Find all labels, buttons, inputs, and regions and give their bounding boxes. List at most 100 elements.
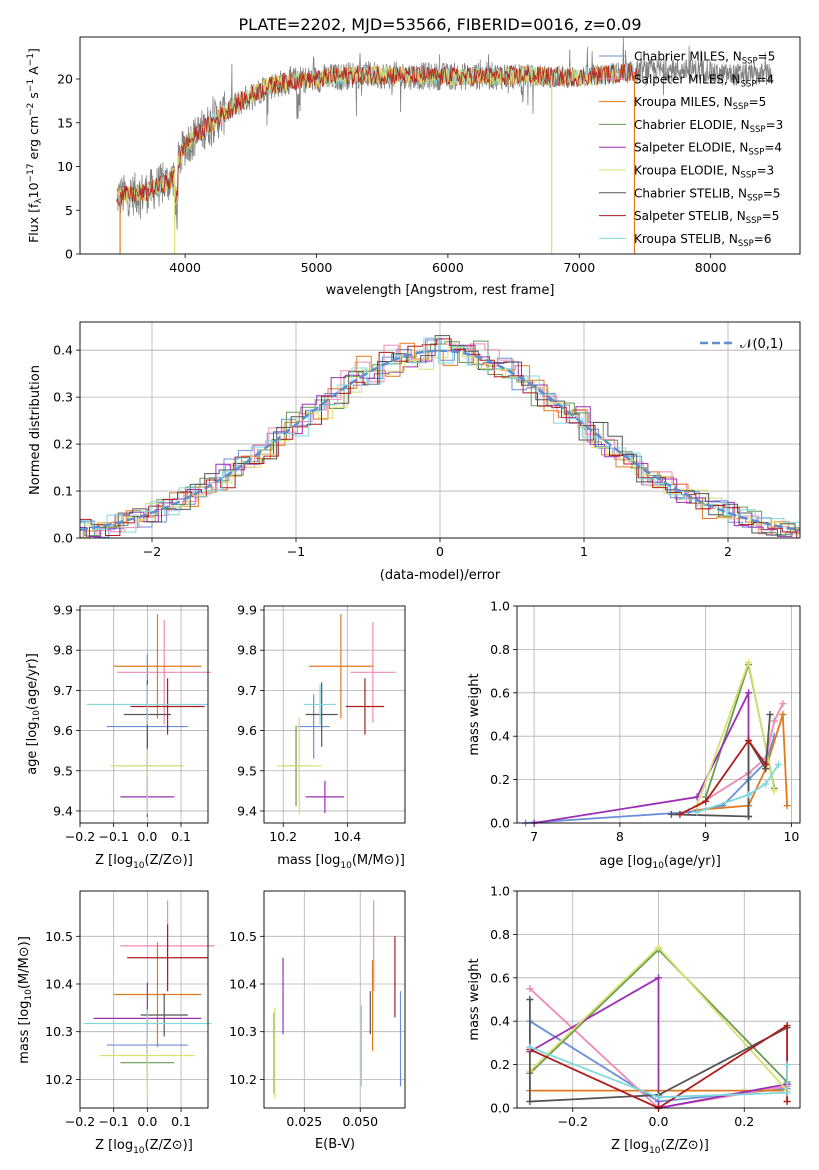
spectrum-lines: [116, 37, 772, 254]
mass-weight-marker: [783, 1089, 791, 1097]
x-tick-label: −1: [287, 544, 305, 559]
age_vs_Z-points: [86, 614, 212, 817]
y-tick-label: 10: [57, 159, 73, 174]
legend-label: Chabrier MILES, NSSP=5: [634, 50, 775, 67]
x-tick-label: −0.1: [99, 1114, 129, 1129]
residuals-axes: −2 −1 0 1 2 0.0 0.1 0.2 0.3 0.4: [53, 322, 800, 559]
x-axis-label: wavelength [Angstrom, rest frame]: [326, 283, 555, 298]
y-tick-label: 9.8: [237, 643, 257, 658]
mass-weight-marker: [745, 737, 753, 745]
x-tick-label: 10.4: [333, 829, 361, 844]
residual-histogram: [80, 338, 800, 538]
mass-weight-marker: [783, 802, 791, 810]
y-tick-label: 0.0: [490, 816, 510, 831]
mass-weight-marker: [770, 717, 778, 725]
x-tick-label: 7000: [563, 260, 595, 275]
y-axis-label: Normed distribution: [28, 365, 43, 495]
age_vs_Z-axes: −0.2 −0.1 0.0 0.1 9.4 9.5 9.6 9.7 9.8 9.9: [53, 603, 208, 844]
y-tick-label: 10.3: [229, 1024, 257, 1039]
x-tick-label: 0.050: [342, 1114, 378, 1129]
spectrum-model-1: [116, 62, 639, 206]
mass-weight-line: [696, 763, 780, 813]
x-tick-label: 2: [724, 544, 732, 559]
y-tick-label: 10.2: [45, 1072, 73, 1087]
x-axis-label: Z [log10(Z/Z⊙)]: [95, 1138, 193, 1156]
x-tick-label: 0.0: [137, 829, 157, 844]
y-axis-label: mass weight: [467, 958, 482, 1040]
mass-weight-marker: [783, 1097, 791, 1105]
mass_weight_vs_age-axes: 7 8 9 10 0.0 0.2 0.4 0.6 0.8 1.0: [490, 599, 800, 844]
x-tick-label: 9: [702, 829, 710, 844]
mass-weight-marker: [783, 1022, 791, 1030]
mass-weight-line: [671, 714, 771, 818]
mass-weight-marker: [775, 760, 783, 768]
mass-weight-marker: [779, 700, 787, 708]
age_vs_mass-points: [276, 614, 396, 815]
legend-label: Kroupa MILES, NSSP=5: [634, 95, 766, 112]
y-tick-label: 0.4: [490, 729, 510, 744]
y-tick-label: 0.8: [490, 927, 510, 942]
y-tick-label: 0: [65, 247, 73, 262]
mass_vs_EBV-points: [273, 900, 402, 1099]
mass_vs_EBV-axes: 0.025 0.050 10.2 10.3 10.4 10.5: [229, 891, 405, 1129]
y-tick-label: 9.4: [53, 803, 73, 818]
y-tick-label: 10.3: [45, 1024, 73, 1039]
legend-label: Chabrier ELODIE, NSSP=3: [634, 118, 783, 135]
y-tick-label: 15: [57, 115, 73, 130]
y-tick-label: 0.4: [53, 343, 73, 358]
x-tick-label: −0.1: [99, 829, 129, 844]
mass-weight-marker: [526, 1043, 534, 1051]
mass-weight-line: [679, 738, 767, 816]
x-axis-label: mass [log10(M/M⊙)]: [277, 853, 405, 871]
y-tick-label: 5: [65, 203, 73, 218]
normal-curve: [80, 349, 800, 531]
mass_vs_EBV-frame: [263, 890, 406, 1109]
mass-weight-marker: [745, 689, 753, 697]
age_vs_mass-frame: [263, 605, 406, 824]
spectrum-frame: [79, 36, 801, 255]
y-tick-label: 9.7: [53, 683, 73, 698]
x-tick-label: 0.025: [286, 1114, 322, 1129]
figure-title: PLATE=2202, MJD=53566, FIBERID=0016, z=0…: [238, 15, 641, 34]
mass_vs_Z-axes: −0.2 −0.1 0.0 0.1 10.2 10.3 10.4 10.5: [45, 891, 208, 1129]
y-axis-label: Flux [fλ10−17 erg cm−2 s−1 A−1]: [26, 48, 44, 243]
y-tick-label: 9.7: [237, 683, 257, 698]
y-tick-label: 10.4: [45, 977, 73, 992]
y-tick-label: 0.2: [490, 1057, 510, 1072]
mass-weight-marker: [745, 812, 753, 820]
x-tick-label: 0.1: [171, 829, 191, 844]
spectrum-model-2: [116, 65, 619, 205]
y-tick-label: 9.5: [53, 763, 73, 778]
y-tick-label: 0.6: [490, 970, 510, 985]
y-tick-label: 20: [57, 72, 73, 87]
mass-weight-marker: [655, 974, 662, 982]
y-tick-label: 9.6: [53, 723, 73, 738]
mass-weight-marker: [655, 943, 662, 951]
x-tick-label: 8000: [695, 260, 727, 275]
x-tick-label: 7: [530, 829, 538, 844]
x-tick-label: 10.2: [269, 829, 297, 844]
y-tick-label: 9.5: [237, 763, 257, 778]
residual-histogram: [80, 337, 800, 533]
mass_vs_Z-points: [83, 900, 215, 1099]
y-tick-label: 9.9: [237, 603, 257, 618]
spectrum-legend: Chabrier MILES, NSSP=5 Salpeter MILES, NS…: [599, 50, 783, 249]
mass-weight-marker: [783, 1061, 791, 1069]
mass-weight-marker: [655, 1093, 662, 1101]
x-axis-label: (data-model)/error: [380, 568, 501, 583]
y-tick-label: 1.0: [490, 599, 510, 614]
mass_vs_Z-frame: [79, 890, 209, 1109]
mass-weight-marker: [676, 810, 684, 818]
x-tick-label: 6000: [432, 260, 464, 275]
legend-label: Salpeter MILES, NSSP=4: [634, 72, 774, 89]
y-tick-label: 1.0: [490, 884, 510, 899]
legend-label: Kroupa STELIB, NSSP=6: [634, 232, 772, 249]
mass-weight-marker: [693, 808, 701, 816]
x-tick-label: 0: [436, 544, 444, 559]
age_vs_Z-frame: [79, 605, 209, 824]
mass-weight-marker: [745, 658, 753, 666]
mass-weight-line: [529, 1046, 788, 1099]
mass-weight-marker: [526, 985, 534, 993]
mass-weight-marker: [762, 760, 770, 768]
x-axis-label: Z [log10(Z/Z⊙)]: [611, 1138, 709, 1156]
